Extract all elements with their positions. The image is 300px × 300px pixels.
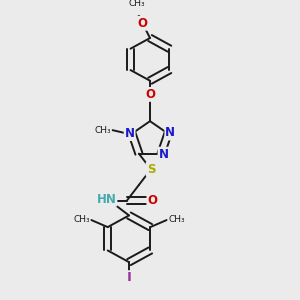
- Text: O: O: [147, 194, 158, 207]
- Text: CH₃: CH₃: [168, 215, 184, 224]
- Text: N: N: [124, 127, 135, 140]
- Text: CH₃: CH₃: [128, 0, 145, 8]
- Text: CH₃: CH₃: [74, 215, 90, 224]
- Text: O: O: [137, 17, 148, 30]
- Text: HN: HN: [97, 193, 116, 206]
- Text: N: N: [165, 127, 176, 140]
- Text: O: O: [145, 88, 155, 101]
- Text: S: S: [147, 163, 155, 176]
- Text: CH₃: CH₃: [94, 126, 111, 135]
- Text: I: I: [127, 271, 131, 284]
- Text: N: N: [158, 148, 169, 161]
